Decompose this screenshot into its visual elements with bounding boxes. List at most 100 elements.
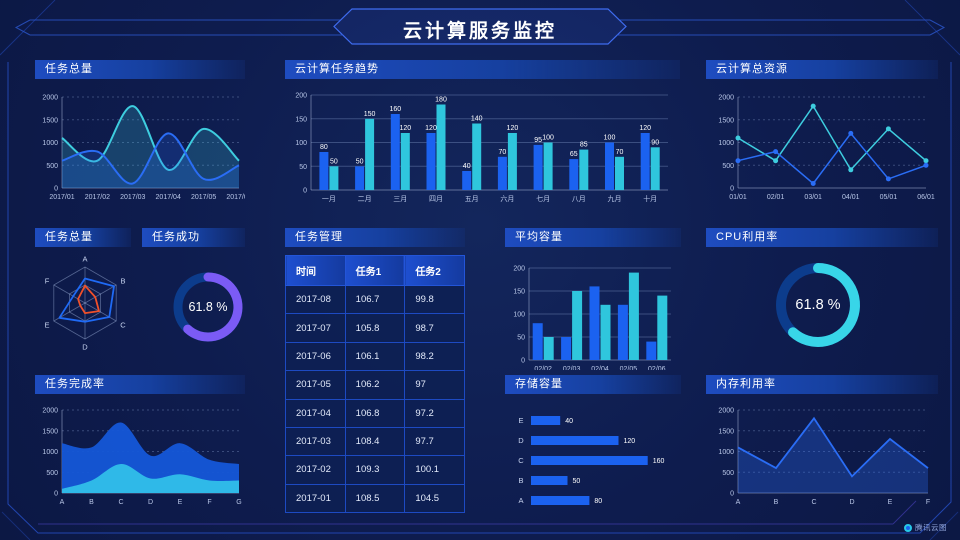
svg-text:一月: 一月 — [322, 195, 336, 203]
svg-text:0: 0 — [521, 358, 525, 365]
svg-text:2017/06: 2017/06 — [226, 194, 245, 201]
panel-title: 云计算任务趋势 — [285, 60, 680, 79]
svg-text:50: 50 — [573, 478, 581, 485]
panel-task-total-line: 任务总量 0 500 1000 1500 2000 2017/01 2017/02 2017/… — [35, 60, 245, 212]
svg-text:02/03: 02/03 — [563, 366, 581, 370]
table-row: 2017-03 108.4 97.7 — [285, 426, 465, 457]
panel-task-radar: 任务总量 A B C D E F — [35, 228, 131, 368]
svg-text:150: 150 — [513, 289, 525, 296]
svg-text:2000: 2000 — [718, 408, 734, 415]
svg-text:160: 160 — [653, 458, 665, 465]
table-cell: 2017-04 — [285, 398, 346, 428]
panel-title: 内存利用率 — [706, 375, 938, 394]
svg-text:04/01: 04/01 — [842, 194, 860, 201]
svg-text:80: 80 — [320, 144, 328, 151]
svg-text:G: G — [236, 499, 241, 506]
page-title: 云计算服务监控 — [402, 21, 557, 42]
svg-text:A: A — [518, 496, 523, 505]
svg-text:120: 120 — [624, 438, 636, 445]
svg-text:500: 500 — [46, 163, 58, 170]
svg-text:120: 120 — [639, 125, 651, 132]
svg-text:100: 100 — [513, 312, 525, 319]
svg-text:500: 500 — [46, 470, 58, 477]
task-radar-chart: A B C D E F — [35, 249, 131, 367]
svg-text:三月: 三月 — [393, 195, 407, 203]
table-row: 2017-07 105.8 98.7 — [285, 313, 465, 343]
svg-text:2017/05: 2017/05 — [191, 194, 216, 201]
svg-text:1000: 1000 — [718, 449, 734, 456]
svg-text:40: 40 — [565, 418, 573, 425]
svg-text:50: 50 — [299, 164, 307, 171]
svg-text:02/06: 02/06 — [648, 366, 666, 370]
memory-line-chart: 0 500 1000 1500 2000 A B C D E F — [706, 396, 938, 525]
svg-text:A: A — [60, 499, 65, 506]
panel-task-table: 任务管理 时间 任务1 任务2 2017-08 106.7 99.8 2017-07 105.… — [285, 228, 465, 514]
svg-text:2017/04: 2017/04 — [156, 194, 181, 201]
svg-text:0: 0 — [54, 491, 58, 498]
svg-text:四月: 四月 — [429, 195, 443, 203]
svg-text:E: E — [44, 321, 49, 330]
svg-text:500: 500 — [722, 163, 734, 170]
task-trend-bar-chart: 0 50 100 150 200 一月 80 50 二月 50 150 三月 160 120 四月 120 18… — [285, 81, 680, 211]
task-total-line-chart: 0 500 1000 1500 2000 2017/01 2017/02 2017/03 201… — [35, 81, 245, 211]
svg-text:2017/02: 2017/02 — [85, 194, 110, 201]
brand-logo-icon — [904, 523, 912, 532]
table-cell: 106.2 — [344, 370, 406, 400]
svg-text:03/01: 03/01 — [804, 194, 822, 201]
svg-text:1500: 1500 — [42, 428, 58, 435]
svg-text:50: 50 — [356, 158, 364, 165]
table-cell: 100.1 — [404, 455, 465, 485]
panel-task-success-gauge: 任务成功 61.8 % — [142, 228, 245, 368]
svg-text:1500: 1500 — [718, 117, 734, 124]
svg-text:2017/03: 2017/03 — [120, 194, 145, 201]
svg-text:02/02: 02/02 — [534, 366, 552, 370]
panel-title: 任务总量 — [35, 228, 131, 247]
svg-text:七月: 七月 — [536, 194, 550, 203]
table-cell: 108.5 — [344, 483, 406, 514]
svg-text:C: C — [811, 499, 816, 506]
table-cell: 2017-02 — [285, 455, 346, 485]
table-header-row: 时间 任务1 任务2 — [285, 255, 465, 286]
avg-capacity-bar-chart: 0 50 100 150 200 02/02 02/03 02/04 02/05 02/06 — [505, 249, 681, 370]
svg-text:2000: 2000 — [42, 95, 58, 102]
panel-avg-capacity: 平均容量 0 50 100 150 200 02/02 02/03 02/04 02/05 02/… — [505, 228, 681, 370]
task-completion-area-chart: 0 500 1000 1500 2000 A B C D E F G — [35, 396, 245, 525]
table-cell: 2017-08 — [285, 284, 346, 315]
table-cell: 108.4 — [344, 426, 406, 457]
panel-storage: 存储容量 E 40 D 120 C 160 B 50 A 80 — [505, 375, 681, 520]
svg-text:2017/01: 2017/01 — [49, 194, 74, 201]
svg-text:0: 0 — [54, 186, 58, 193]
svg-text:九月: 九月 — [608, 194, 622, 203]
svg-text:05/01: 05/01 — [880, 194, 898, 201]
svg-text:0: 0 — [303, 188, 307, 195]
table-cell: 2017-03 — [285, 426, 346, 457]
table-header-cell: 时间 — [285, 255, 346, 286]
table-cell: 99.8 — [404, 284, 465, 315]
svg-text:五月: 五月 — [465, 195, 479, 203]
svg-text:B: B — [89, 499, 94, 506]
svg-text:90: 90 — [651, 139, 659, 146]
svg-text:100: 100 — [604, 135, 616, 142]
panel-title: 任务成功 — [142, 228, 245, 247]
svg-text:50: 50 — [517, 335, 525, 342]
svg-text:十月: 十月 — [643, 194, 657, 203]
task-table: 时间 任务1 任务2 2017-08 106.7 99.8 2017-07 105.8 98.7… — [285, 255, 465, 514]
panel-task-completion: 任务完成率 0 500 1000 1500 2000 A B C D E F G — [35, 375, 245, 523]
table-cell: 97.2 — [404, 398, 465, 428]
svg-text:D: D — [849, 499, 854, 506]
svg-text:B: B — [518, 476, 523, 485]
panel-title: CPU利用率 — [706, 228, 938, 247]
table-row: 2017-04 106.8 97.2 — [285, 398, 465, 428]
svg-text:50: 50 — [330, 158, 338, 165]
table-cell: 106.1 — [344, 341, 406, 372]
brand-logo-text: 腾讯云图 — [915, 523, 947, 532]
table-cell: 2017-06 — [285, 341, 346, 372]
table-cell: 98.2 — [404, 341, 465, 372]
svg-text:200: 200 — [295, 93, 307, 100]
brand-logo: 腾讯云图 — [904, 522, 947, 533]
table-cell: 106.7 — [344, 284, 406, 315]
svg-text:E: E — [178, 499, 183, 506]
table-cell: 97 — [404, 370, 465, 400]
table-header-cell: 任务1 — [344, 255, 406, 286]
svg-text:0: 0 — [730, 186, 734, 193]
